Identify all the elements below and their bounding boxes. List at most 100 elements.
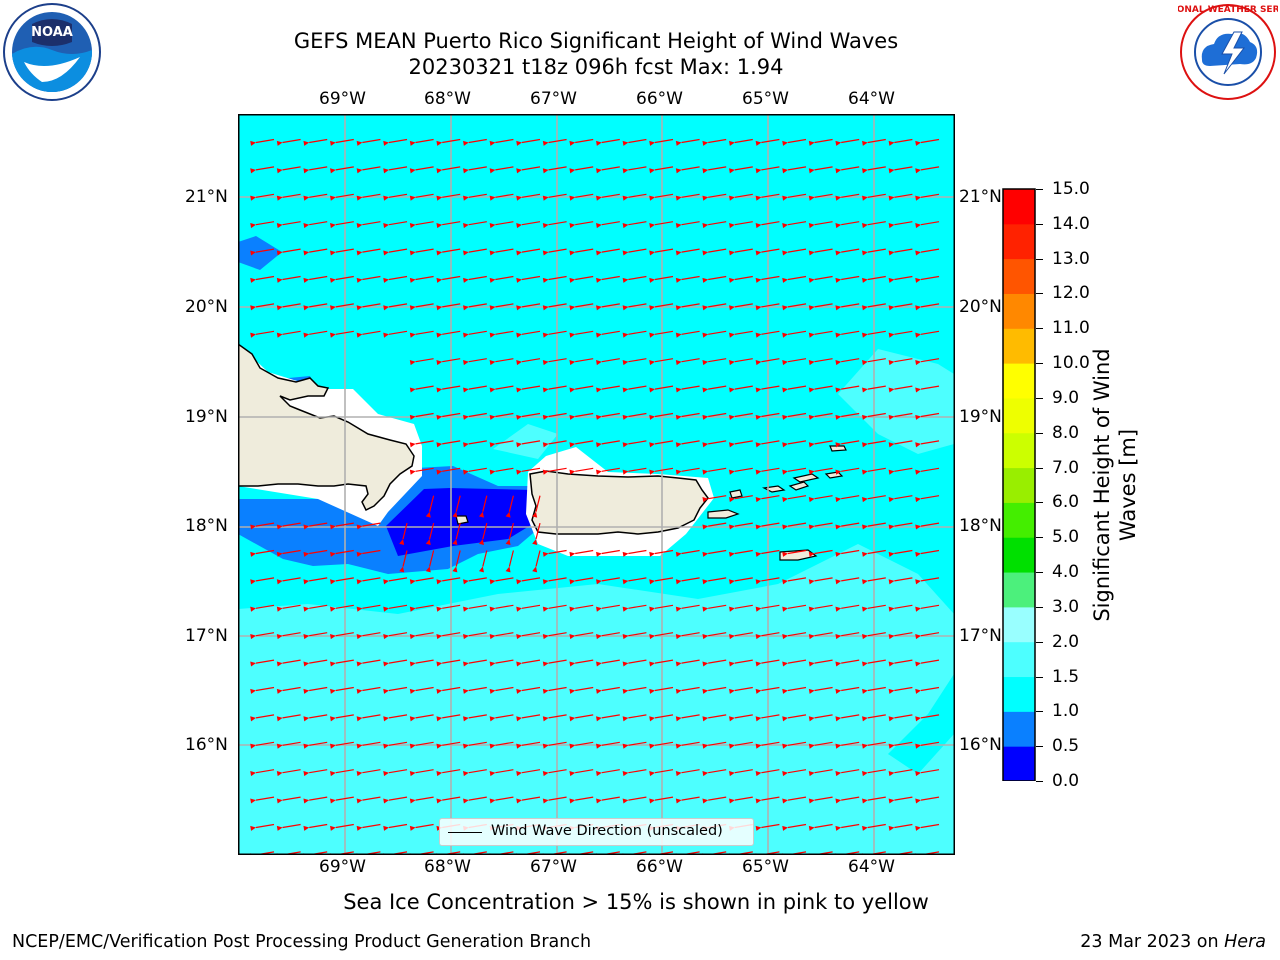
- wind-wave-arrow: [841, 686, 860, 692]
- wind-wave-arrowhead: [622, 798, 629, 804]
- wind-wave-arrowhead: [675, 360, 682, 366]
- wind-wave-arrowhead: [782, 305, 788, 311]
- wind-wave-arrowhead: [755, 524, 762, 530]
- wind-wave-arrowhead: [729, 332, 735, 338]
- wind-wave-arrow: [867, 604, 886, 609]
- wind-wave-arrow: [548, 632, 567, 637]
- wind-wave-arrowhead: [303, 606, 310, 612]
- wind-wave-arrow: [894, 769, 913, 774]
- wind-wave-arrowhead: [702, 469, 709, 475]
- wind-wave-arrowhead: [489, 579, 496, 585]
- lon-label-top-67w: 67°W: [530, 89, 577, 109]
- wind-wave-arrowhead: [542, 743, 549, 749]
- wind-wave-arrow: [761, 796, 780, 801]
- wind-wave-arrowhead: [835, 606, 842, 612]
- colorbar-tick: [1036, 676, 1043, 678]
- wind-wave-arrow: [894, 577, 913, 582]
- wind-wave-arrowhead: [436, 387, 443, 393]
- wind-wave-arrowhead: [835, 661, 842, 667]
- wind-wave-arrow: [814, 659, 833, 664]
- wind-wave-arrowhead: [596, 223, 602, 229]
- colorbar-tick-label: 15.0: [1052, 179, 1090, 199]
- wind-wave-arrow: [761, 248, 780, 253]
- wind-wave-arrow: [468, 686, 487, 692]
- wind-wave-arrowhead: [436, 250, 443, 256]
- wind-wave-arrow: [708, 659, 727, 664]
- colorbar-segment: [1003, 537, 1035, 573]
- wind-wave-arrow: [415, 440, 434, 445]
- wind-wave-arrow: [309, 221, 328, 226]
- wind-wave-arrowhead: [835, 771, 842, 777]
- wind-wave-arrowhead: [383, 798, 389, 804]
- wind-wave-arrowhead: [915, 168, 921, 174]
- nws-logo: NATIONAL WEATHER SERVICE: [1178, 4, 1278, 100]
- wind-wave-arrow: [576, 851, 594, 854]
- wind-wave-arrowhead: [409, 469, 416, 475]
- wind-wave-arrowhead: [516, 688, 522, 694]
- wind-wave-arrowhead: [542, 387, 549, 393]
- colorbar-segment: [1003, 746, 1035, 781]
- wind-wave-arrowhead: [808, 497, 815, 503]
- wind-wave-arrow: [548, 330, 567, 335]
- wind-wave-arrowhead: [569, 140, 576, 146]
- wind-wave-arrowhead: [356, 332, 363, 338]
- wind-wave-arrow: [841, 714, 860, 719]
- wind-wave-arrow: [734, 248, 753, 253]
- wind-wave-arrowhead: [729, 606, 735, 612]
- wind-wave-arrowhead: [622, 606, 629, 612]
- wind-wave-arrowhead: [569, 305, 576, 311]
- wind-wave-arrow: [867, 741, 886, 746]
- wind-wave-arrow: [362, 549, 381, 555]
- wave-zone-1p5-2-mona: [493, 424, 558, 459]
- wind-wave-arrow: [708, 714, 727, 719]
- wind-wave-arrow: [920, 303, 940, 308]
- wind-wave-arrow: [415, 248, 434, 253]
- wind-wave-arrowhead: [330, 524, 336, 530]
- wind-wave-arrowhead: [862, 469, 868, 475]
- wind-wave-arrowhead: [596, 250, 602, 256]
- wind-wave-arrowhead: [888, 688, 895, 694]
- wind-wave-arrowhead: [409, 606, 416, 612]
- wind-wave-arrowhead: [888, 606, 895, 612]
- wind-wave-arrow: [920, 385, 940, 390]
- colorbar-segment: [1003, 223, 1035, 260]
- wind-wave-arrowhead: [915, 332, 921, 338]
- wind-wave-arrowhead: [915, 277, 921, 283]
- wind-wave-arrow: [628, 604, 647, 609]
- wind-wave-arrow: [734, 769, 753, 774]
- wind-wave-arrow: [548, 358, 567, 363]
- wind-wave-arrow: [708, 769, 727, 774]
- wind-wave-arrow: [417, 851, 434, 854]
- wind-wave-arrowhead: [782, 497, 788, 503]
- wind-wave-arrow: [628, 275, 647, 281]
- wind-wave-arrowhead: [782, 634, 788, 640]
- wind-wave-arrow: [628, 166, 647, 171]
- wind-wave-arrowhead: [888, 634, 895, 640]
- wind-wave-arrow: [523, 851, 541, 854]
- wind-wave-arrow: [867, 221, 886, 226]
- wind-wave-arrow: [734, 193, 753, 198]
- wind-wave-arrowhead: [463, 442, 469, 448]
- wind-wave-arrowhead: [532, 511, 538, 518]
- wind-wave-arrowhead: [596, 332, 602, 338]
- wind-wave-arrowhead: [808, 387, 815, 393]
- wind-wave-arrowhead: [808, 606, 815, 612]
- wind-wave-arrow: [601, 221, 620, 226]
- wind-wave-arrowhead: [729, 305, 735, 311]
- wind-wave-arrowhead: [622, 195, 629, 201]
- wind-wave-arrow: [894, 166, 913, 171]
- wind-wave-arrowhead: [425, 511, 431, 518]
- wind-wave-arrow: [495, 604, 514, 609]
- wind-wave-arrowhead: [303, 250, 310, 256]
- legend-label: Wind Wave Direction (unscaled): [491, 823, 723, 839]
- wind-wave-arrow: [787, 549, 807, 555]
- wind-wave-arrow: [495, 248, 514, 253]
- wind-wave-arrowhead: [409, 168, 416, 174]
- wind-wave-arrowhead: [782, 771, 788, 777]
- wind-wave-arrow: [468, 632, 487, 637]
- land-mona-island: [455, 515, 469, 525]
- wind-wave-arrow: [814, 577, 833, 582]
- wind-wave-arrow: [309, 577, 328, 582]
- wind-wave-arrow: [335, 330, 354, 335]
- wind-wave-arrowhead: [755, 332, 762, 338]
